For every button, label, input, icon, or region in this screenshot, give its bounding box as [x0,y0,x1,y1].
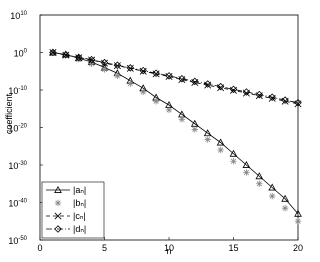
marker [204,136,211,143]
series [49,49,302,108]
marker [75,56,82,63]
y-tick-exponent: 0 [24,49,28,55]
y-tick-base: 10 [8,199,18,209]
y-tick-exponent: -30 [18,161,27,167]
y-tick-label: 1010 [10,11,27,21]
marker [217,146,224,154]
marker [256,180,263,187]
marker [191,126,198,133]
marker [216,82,225,91]
marker [229,85,238,94]
legend-marker [54,185,62,193]
y-tick-label: 10-40 [8,199,27,209]
y-tick-exponent: -20 [18,124,27,130]
marker [114,72,121,80]
legend-label: |bₙ| [73,198,86,208]
y-tick-base: 10 [10,11,20,21]
marker [243,169,250,176]
marker [101,66,108,73]
legend-label: |cₙ| [73,211,86,221]
y-tick-label: 10-20 [8,124,27,134]
y-tick-exponent: -10 [18,86,27,92]
marker [113,61,122,70]
y-tick-exponent: 10 [20,11,27,17]
marker [281,194,289,202]
legend-marker [54,199,62,207]
marker [242,88,251,96]
x-tick-label: 5 [102,243,107,253]
legend-marker [54,225,62,233]
marker [255,90,264,99]
marker [178,74,186,83]
legend-box [41,181,105,239]
marker [294,218,302,225]
legend-label: |dₙ| [73,224,86,234]
x-axis-label: n [166,246,171,256]
marker [74,53,83,62]
marker [269,192,276,200]
legend-symbol [54,225,62,233]
y-axis-label: coefficient [4,93,14,134]
marker [203,80,212,88]
y-tick-exponent: -40 [18,199,27,205]
x-tick-label: 10 [164,243,174,253]
x-tick-label: 0 [37,243,42,253]
series [49,48,302,107]
y-tick-base: 10 [8,124,18,134]
marker [101,59,108,67]
marker [152,69,160,77]
marker [88,56,96,64]
y-tick-base: 10 [8,161,18,171]
marker [49,48,57,57]
x-tick-label: 20 [293,243,303,253]
y-tick-label: 10-10 [8,86,27,96]
marker [139,66,147,75]
legend-symbol [54,185,62,193]
marker [229,149,238,157]
marker [87,55,96,64]
marker [203,129,212,137]
marker [100,58,109,67]
y-tick-label: 10-30 [8,161,27,171]
marker [126,64,134,72]
marker [126,64,135,72]
legend-marker [54,212,62,220]
marker [268,93,276,101]
marker [191,77,199,86]
marker [140,88,147,96]
series [49,49,302,225]
marker [152,98,160,105]
legend-symbol [54,199,62,207]
y-tick-exponent: -50 [18,236,27,242]
marker [216,138,225,146]
y-tick-label: 10-50 [8,236,27,246]
marker [165,106,173,114]
marker [127,80,134,87]
marker [268,183,277,191]
marker [178,116,186,123]
marker [113,62,121,70]
marker [88,60,95,67]
legend-symbol [54,212,62,220]
marker [255,172,264,180]
x-tick-label: 15 [228,243,238,253]
marker [294,209,302,217]
marker [281,96,289,104]
marker [230,158,237,165]
y-tick-base: 10 [8,236,18,246]
y-tick-label: 100 [14,49,28,59]
chart: n coefficient 0 5 10 15 20101010010-1010-201… [4,11,303,256]
marker [294,98,302,107]
marker [165,72,173,80]
legend-label: |aₙ| [73,185,86,195]
y-tick-base: 10 [14,49,24,59]
y-tick-base: 10 [8,86,18,96]
marker [242,160,251,168]
marker [62,50,70,59]
marker [281,205,289,212]
